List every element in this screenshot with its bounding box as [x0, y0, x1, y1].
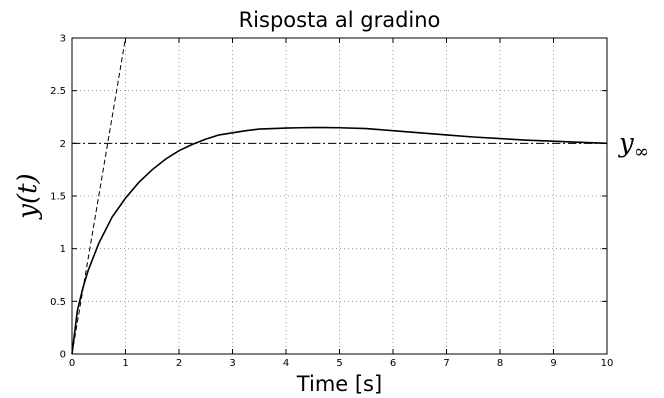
x-tick-label: 4 [283, 358, 289, 369]
x-tick-label: 8 [497, 358, 503, 369]
annotations: y ∞ [618, 128, 649, 162]
x-tick-label: 7 [443, 358, 449, 369]
y-infinity-annotation: y [618, 128, 634, 158]
y-tick-label: 1.5 [50, 192, 66, 203]
series-lines [71, 37, 608, 355]
x-tick-label: 0 [69, 358, 75, 369]
chart-title: Risposta al gradino [239, 8, 441, 32]
y-axis-label: y(t) [13, 173, 43, 219]
y-tick-label: 3 [60, 34, 66, 45]
series-line-solid [71, 126, 608, 355]
plot-frame [71, 37, 608, 355]
x-tick-label: 5 [336, 358, 342, 369]
x-tick-label: 10 [601, 358, 614, 369]
tick-labels: 0 1 2 3 4 5 6 7 8 9 10 0 0.5 1 1.5 2 2.5 3 [50, 34, 613, 370]
x-tick-label: 3 [229, 358, 235, 369]
x-tick-label: 1 [122, 358, 128, 369]
y-infinity-subscript: ∞ [634, 141, 649, 162]
series-line-dashed [71, 37, 126, 355]
y-tick-label: 0.5 [50, 297, 66, 308]
y-tick-label: 2.5 [50, 86, 66, 97]
x-axis-label: Time [s] [296, 372, 382, 396]
x-tick-label: 2 [176, 358, 182, 369]
x-tick-label: 9 [550, 358, 556, 369]
x-tick-label: 6 [390, 358, 396, 369]
y-tick-label: 1 [60, 244, 66, 255]
y-tick-label: 0 [60, 350, 66, 361]
y-tick-label: 2 [60, 139, 66, 150]
grid [72, 38, 607, 354]
